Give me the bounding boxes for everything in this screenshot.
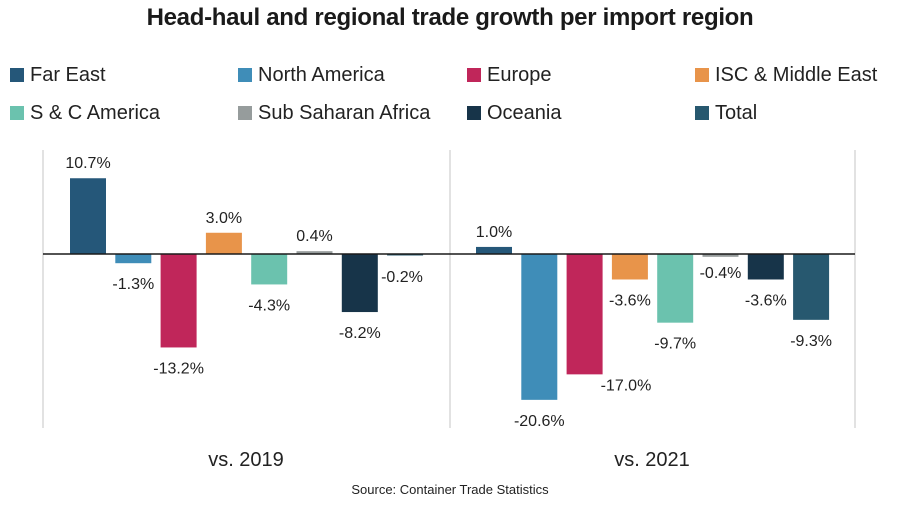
data-label: -13.2% [153, 360, 204, 377]
data-label: -1.3% [112, 276, 154, 293]
legend-item-s-c-america: S & C America [10, 100, 160, 126]
data-label: -9.3% [790, 333, 832, 350]
category-label-vs-2019: vs. 2019 [208, 449, 284, 471]
bar-s-c-america-2019 [251, 254, 288, 285]
legend-swatch [467, 68, 481, 82]
bar-sub-saharan-africa-2021 [702, 254, 739, 257]
data-label: -17.0% [601, 377, 652, 394]
bar-oceania-2021 [747, 254, 784, 280]
data-label: 0.4% [296, 228, 332, 245]
bars-layer [70, 178, 830, 400]
legend-item-isc-middle-east: ISC & Middle East [695, 62, 877, 88]
data-label: -8.2% [339, 325, 381, 342]
data-labels-layer: 10.7% 1.0% -1.3% -20.6% -13.2% -17.0% 3.0% -3.6… [65, 155, 832, 430]
legend-swatch [695, 106, 709, 120]
bar-isc-middle-east-2019 [205, 232, 242, 254]
bar-far-east-2019 [70, 178, 106, 254]
data-label: -0.4% [700, 265, 742, 282]
legend: Far East North America Europe ISC & Midd… [0, 60, 900, 130]
bar-oceania-2019 [341, 254, 378, 313]
legend-item-far-east: Far East [10, 62, 106, 88]
legend-item-north-america: North America [238, 62, 385, 88]
legend-swatch [238, 106, 252, 120]
legend-swatch [238, 68, 252, 82]
legend-label: Total [715, 101, 758, 124]
legend-label: S & C America [30, 101, 161, 124]
bar-isc-middle-east-2021 [611, 254, 648, 280]
data-label: -3.6% [745, 292, 787, 309]
data-label: 1.0% [476, 224, 512, 241]
data-label: -9.7% [654, 336, 696, 353]
legend-swatch [10, 106, 24, 120]
data-label: -3.6% [609, 292, 651, 309]
bar-europe-2019 [160, 254, 197, 348]
bar-s-c-america-2021 [657, 254, 694, 323]
legend-label: ISC & Middle East [715, 63, 878, 86]
legend-label: Far East [30, 63, 106, 86]
legend-label: Sub Saharan Africa [258, 101, 431, 124]
legend-swatch [467, 106, 481, 120]
legend-label: Oceania [487, 101, 562, 124]
data-label: 3.0% [206, 210, 242, 227]
bar-north-america-2019 [115, 254, 152, 264]
source-note: Source: Container Trade Statistics [351, 482, 549, 497]
data-label: -0.2% [381, 269, 423, 286]
legend-item-sub-saharan-africa: Sub Saharan Africa [238, 100, 430, 126]
chart-title: Head-haul and regional trade growth per … [146, 4, 754, 31]
data-label: -20.6% [514, 413, 565, 430]
legend-item-total: Total [695, 100, 757, 126]
legend-swatch [695, 68, 709, 82]
bar-europe-2021 [566, 254, 603, 375]
legend-label: North America [258, 63, 385, 86]
data-label: -4.3% [248, 297, 290, 314]
legend-swatch [10, 68, 24, 82]
bar-sub-saharan-africa-2019 [296, 251, 333, 254]
legend-item-europe: Europe [467, 62, 552, 88]
legend-item-oceania: Oceania [467, 100, 562, 126]
category-label-vs-2021: vs. 2021 [614, 449, 690, 471]
bar-far-east-2021 [476, 246, 512, 254]
data-label: 10.7% [65, 155, 110, 172]
legend-label: Europe [487, 63, 552, 86]
bar-north-america-2021 [521, 254, 558, 400]
bar-total-2021 [793, 254, 830, 320]
